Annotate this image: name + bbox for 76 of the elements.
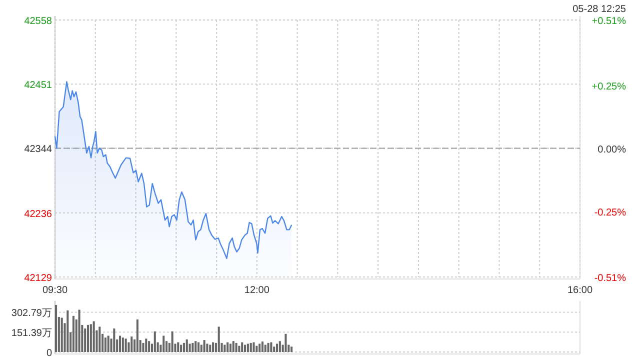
bar — [177, 342, 180, 352]
bar — [188, 344, 191, 352]
bar — [186, 339, 188, 352]
bar — [118, 336, 122, 352]
bar — [72, 316, 74, 352]
y2-tick-label: +0.51% — [592, 16, 626, 27]
bar — [206, 344, 208, 352]
bar — [261, 341, 264, 352]
bar — [130, 336, 133, 352]
bar — [229, 344, 232, 352]
bar — [192, 342, 194, 352]
y-tick-label: 42129 — [24, 273, 52, 284]
bar — [113, 328, 116, 352]
bar — [276, 344, 278, 352]
bar — [86, 324, 90, 352]
y-tick-label: 302.79万 — [11, 308, 52, 320]
bar — [182, 342, 185, 352]
bar — [162, 336, 165, 352]
bar — [224, 344, 226, 352]
bar — [258, 344, 261, 352]
bar — [284, 334, 287, 352]
bar — [194, 341, 197, 352]
y2-tick-label: -0.25% — [594, 207, 626, 218]
x-tick-label: 12:00 — [244, 285, 270, 296]
bar — [104, 338, 106, 352]
bar — [107, 336, 110, 352]
y-tick-label: 0 — [46, 348, 52, 359]
bar — [180, 344, 182, 352]
bar — [98, 326, 101, 352]
bar — [84, 328, 86, 352]
bar — [290, 346, 293, 352]
y-tick-label: 42558 — [24, 16, 52, 27]
bar — [273, 346, 276, 352]
y-tick-label: 42344 — [24, 144, 52, 156]
y2-tick-label: -0.51% — [594, 273, 626, 284]
bar — [124, 338, 127, 352]
bar — [252, 342, 255, 352]
bar — [270, 342, 272, 352]
y-tick-label: 151.39万 — [11, 328, 52, 340]
bar — [148, 341, 150, 352]
bar — [226, 342, 229, 352]
bar — [246, 344, 249, 352]
bar — [203, 340, 206, 352]
bar — [250, 342, 252, 352]
bar — [256, 346, 258, 352]
bar — [244, 344, 246, 352]
bar — [197, 342, 200, 352]
bar — [66, 310, 69, 352]
y2-tick-label: +0.25% — [592, 82, 626, 93]
bar — [142, 342, 144, 352]
bar — [90, 324, 92, 352]
y-tick-label: 42451 — [24, 80, 52, 92]
bar — [278, 341, 281, 352]
bar — [55, 305, 58, 352]
bar — [218, 326, 220, 352]
bar — [241, 342, 244, 352]
bar — [209, 344, 212, 352]
bar — [171, 331, 174, 352]
bar — [92, 321, 95, 352]
text: 05-28 12:25 — [572, 4, 626, 15]
bar — [267, 342, 270, 352]
y-tick-label: 42236 — [24, 208, 52, 220]
bar — [154, 331, 156, 352]
bar — [78, 310, 80, 352]
x-tick-label: 16:00 — [567, 285, 593, 296]
bar — [145, 338, 148, 352]
bar — [264, 344, 266, 352]
bar — [122, 338, 124, 352]
bar — [232, 341, 234, 352]
bar — [60, 318, 63, 352]
bar — [238, 346, 240, 352]
bar — [212, 342, 214, 352]
y2-tick-label: 0.00% — [598, 144, 626, 156]
bar — [136, 319, 138, 352]
x-tick-label: 09:30 — [42, 285, 68, 296]
bar — [235, 342, 238, 352]
